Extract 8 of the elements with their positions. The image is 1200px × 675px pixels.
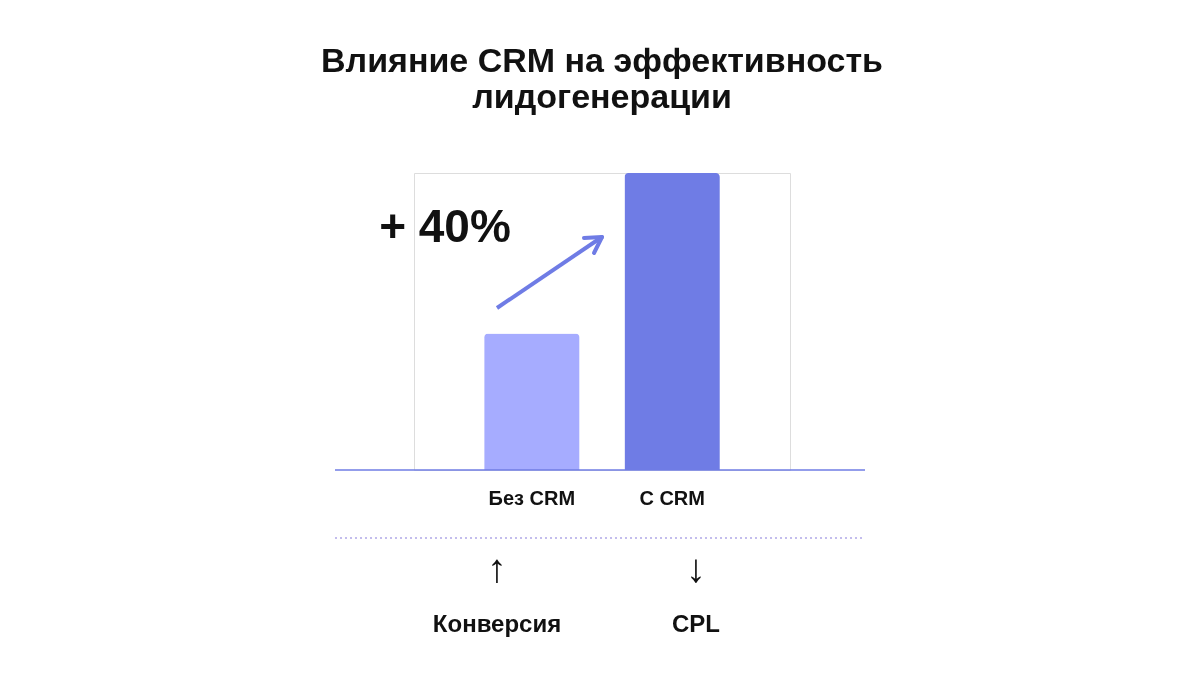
text: CPL <box>672 610 720 637</box>
text: Конверсия <box>432 610 562 637</box>
annotation: + 40% <box>379 200 511 252</box>
chart-title: Влияние CRM на эффективность лидогенерации <box>321 41 883 115</box>
text: ↓ <box>686 546 706 590</box>
x-tick-label: Без CRM <box>488 486 576 509</box>
x-tick-label: С CRM <box>639 486 705 509</box>
text: ↑ <box>487 546 507 590</box>
